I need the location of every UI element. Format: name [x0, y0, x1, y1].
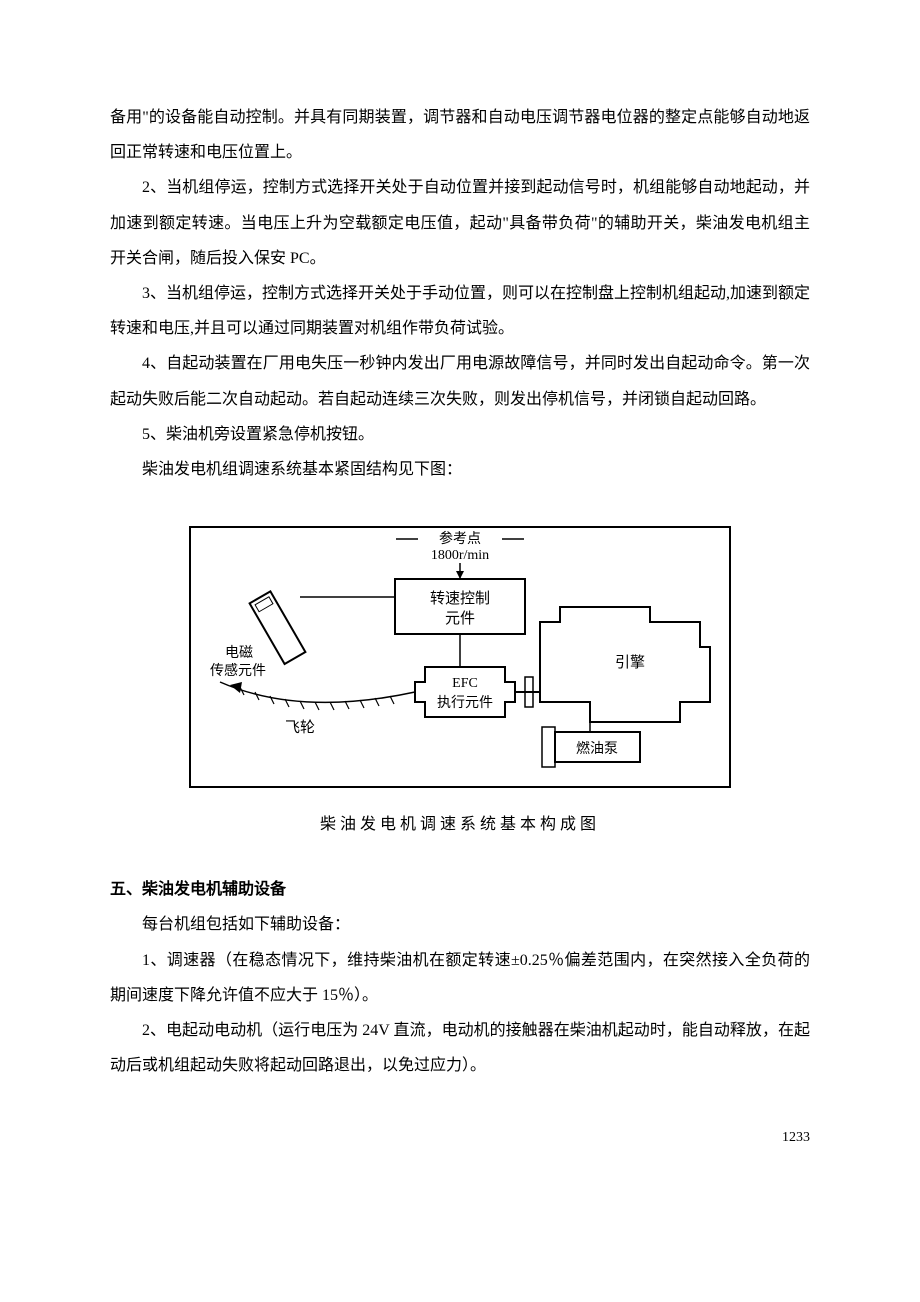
paragraph-aux-1: 1、调速器（在稳态情况下，维持柴油机在额定转速±0.25％偏差范围内，在突然接入…: [110, 943, 810, 1013]
paragraph-item-4: 4、自起动装置在厂用电失压一秒钟内发出厂用电源故障信号，并同时发出自起动命令。第…: [110, 346, 810, 416]
engine-label: 引擎: [615, 654, 645, 671]
section-5-heading: 五、柴油发电机辅助设备: [110, 872, 810, 907]
sensor-label-2: 传感元件: [210, 662, 266, 679]
speed-control-label-2: 元件: [445, 610, 475, 627]
paragraph-item-3: 3、当机组停运，控制方式选择开关处于手动位置，则可以在控制盘上控制机组起动,加速…: [110, 276, 810, 346]
ref-speed-label: 1800r/min: [431, 548, 489, 563]
paragraph-continuation: 备用"的设备能自动控制。并具有同期装置，调节器和自动电压调节器电位器的整定点能够…: [110, 100, 810, 170]
sensor-label-1: 电磁: [225, 645, 253, 661]
paragraph-intro-figure: 柴油发电机组调速系统基本紧固结构见下图：: [110, 452, 810, 487]
speed-control-label-1: 转速控制: [430, 590, 490, 607]
paragraph-aux-intro: 每台机组包括如下辅助设备：: [110, 907, 810, 942]
ref-point-label: 参考点: [439, 530, 481, 547]
paragraph-item-2: 2、当机组停运，控制方式选择开关处于自动位置并接到起动信号时，机组能够自动地起动…: [110, 170, 810, 276]
speed-control-diagram: 参考点 1800r/min 转速控制 元件 EFC 执行元件 电磁 传感元件 飞…: [170, 517, 750, 797]
fuel-pump-label: 燃油泵: [576, 740, 618, 757]
paragraph-item-5: 5、柴油机旁设置紧急停机按钮。: [110, 417, 810, 452]
page-number: 1233: [110, 1123, 810, 1154]
efc-label: EFC: [452, 676, 478, 691]
flywheel-label: 飞轮: [285, 719, 315, 736]
paragraph-aux-2: 2、电起动电动机（运行电压为 24V 直流，电动机的接触器在柴油机起动时，能自动…: [110, 1013, 810, 1083]
figure-caption: 柴油发电机调速系统基本构成图: [110, 807, 810, 842]
actuator-label: 执行元件: [437, 695, 493, 711]
